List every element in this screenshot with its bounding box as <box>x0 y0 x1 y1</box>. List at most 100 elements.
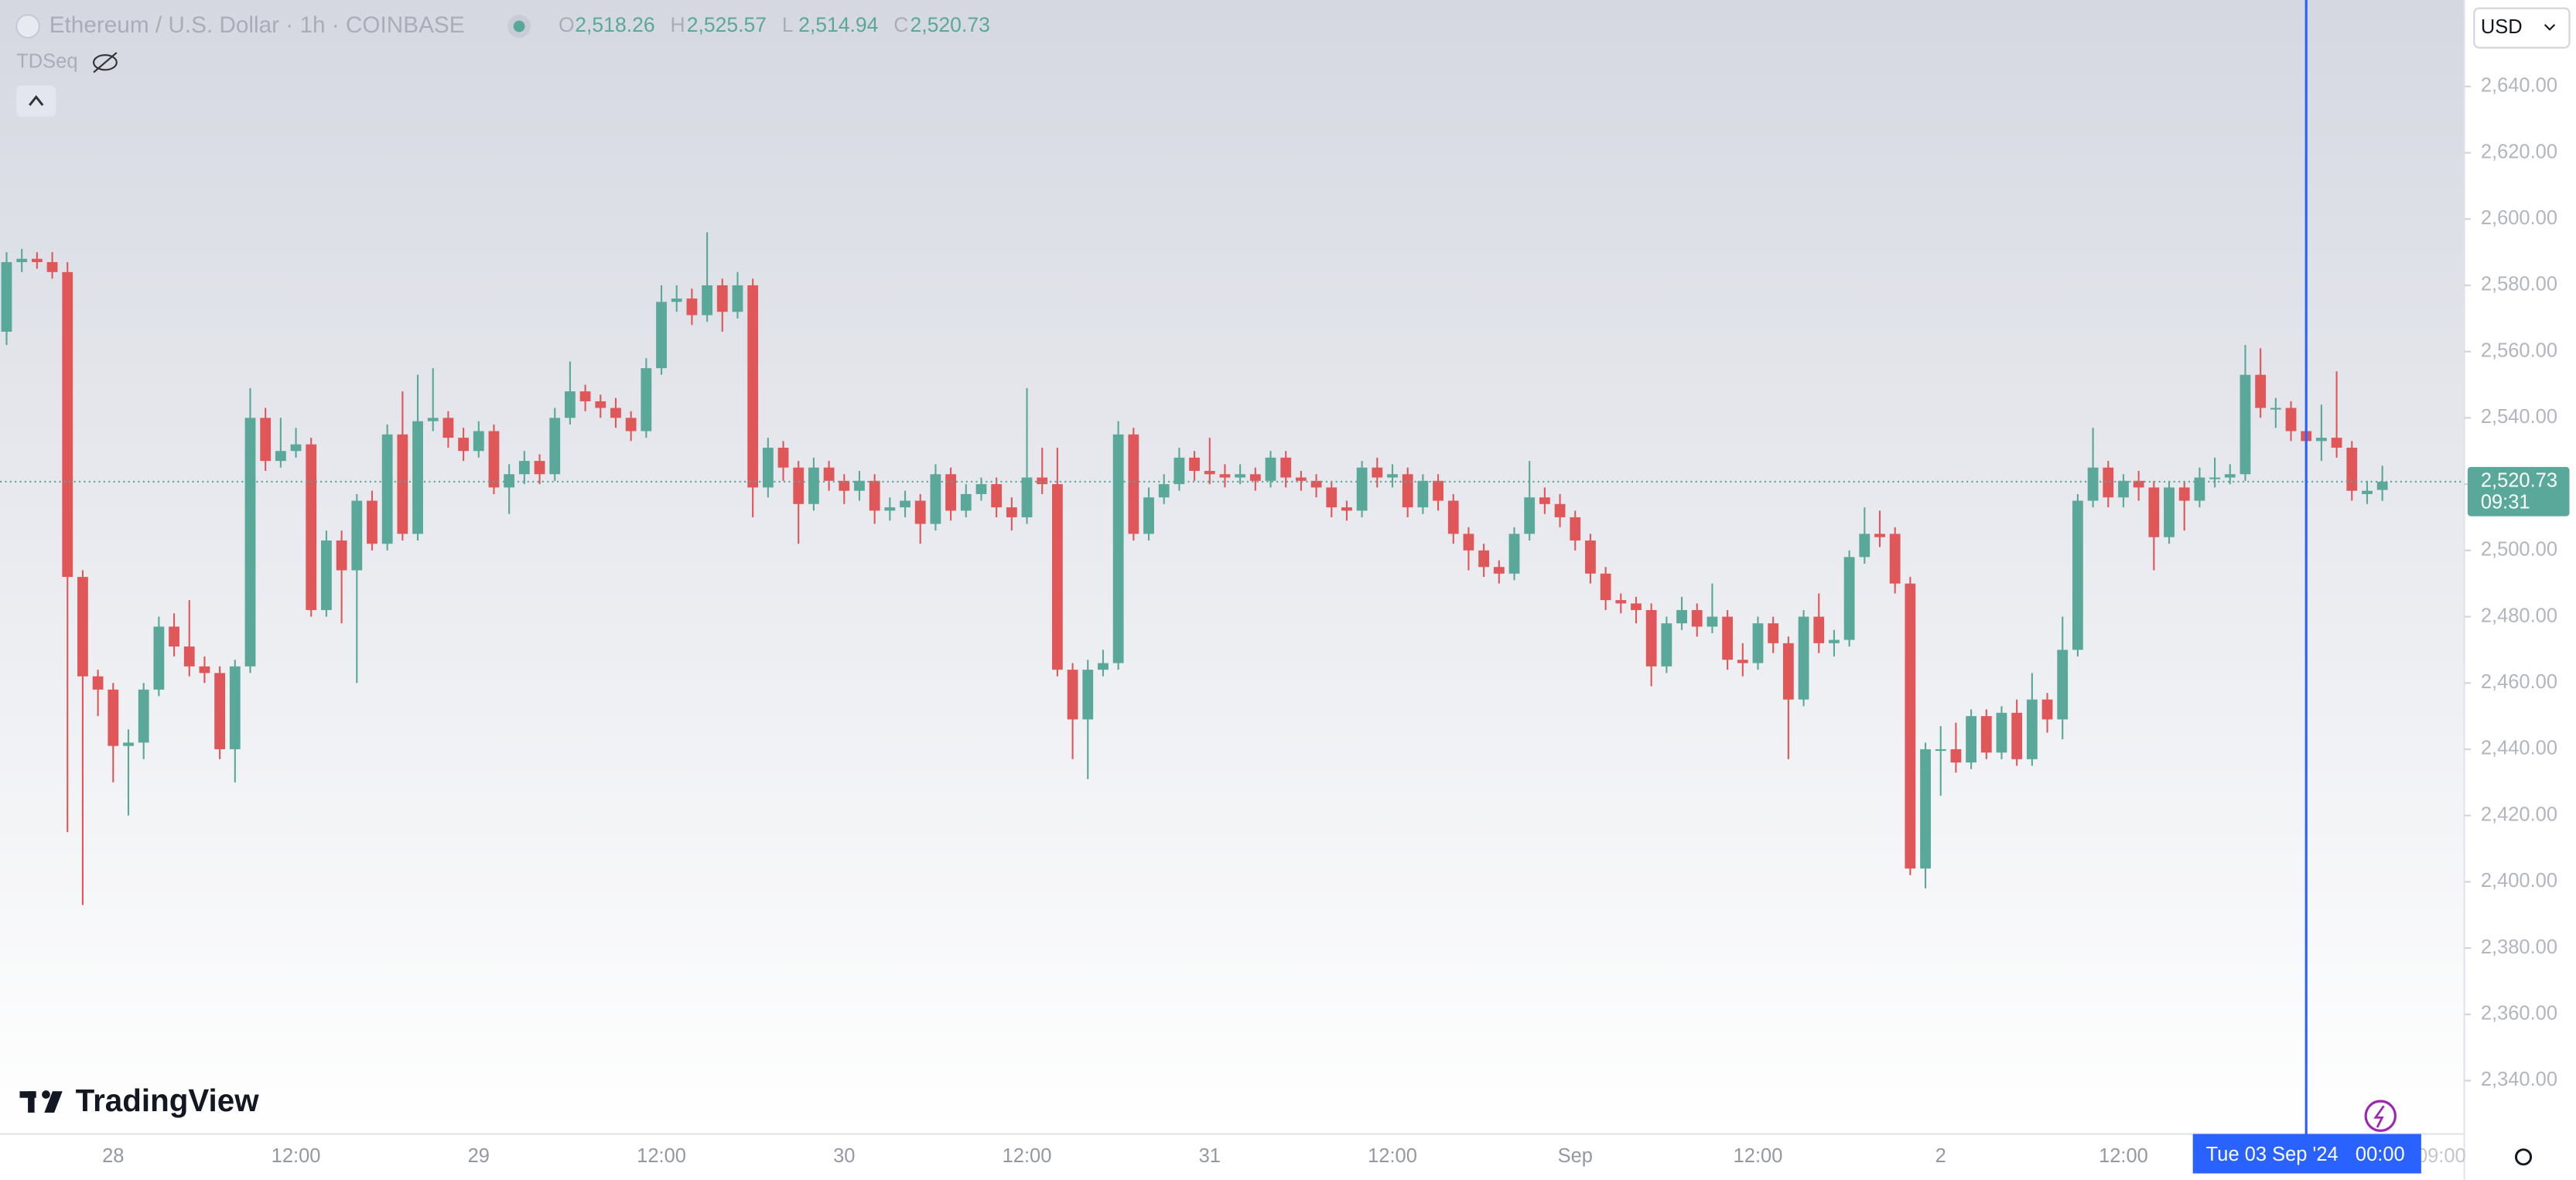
candle-body <box>229 666 241 749</box>
y-tick-label: 2,540.00 <box>2481 406 2557 428</box>
x-tick-label: 31 <box>1199 1145 1221 1167</box>
hide-icon[interactable] <box>92 52 118 73</box>
candle-body <box>1326 487 1338 508</box>
candle-body <box>732 285 743 312</box>
candle-body <box>1889 534 1901 584</box>
candle-body <box>1341 507 1352 511</box>
crosshair-box <box>2192 1134 2421 1174</box>
candle-body <box>2239 374 2251 475</box>
candle-body <box>1935 749 1946 752</box>
candle-body <box>1158 484 1170 498</box>
candle-body <box>1204 470 1215 475</box>
candle-body <box>1966 716 1977 763</box>
x-tick-label: 12:00 <box>1734 1145 1783 1167</box>
candle-body <box>1006 507 1017 517</box>
candle-body <box>1570 517 1581 541</box>
currency-caret <box>2544 24 2556 31</box>
chart-title: Ethereum / U.S. Dollar · 1h · COINBASE <box>50 12 465 38</box>
y-tick-label: 2,340.00 <box>2481 1069 2557 1090</box>
candle-body <box>1661 623 1672 667</box>
candle-body <box>762 447 774 488</box>
candle-body <box>625 418 637 431</box>
candle-body <box>1600 573 1611 601</box>
collapse-button[interactable] <box>16 85 56 117</box>
candle-body <box>1707 616 1718 627</box>
candle-body <box>1310 480 1322 488</box>
candle-body <box>854 480 865 491</box>
candle-body <box>1524 497 1536 534</box>
candle-body <box>1387 474 1398 478</box>
x-tick-label: Sep <box>1558 1145 1593 1167</box>
y-tick-label: 2,380.00 <box>2481 936 2557 958</box>
candle-body <box>367 500 378 544</box>
last-price-box <box>2467 466 2570 517</box>
candle-body <box>1554 503 1566 517</box>
candle-body <box>686 298 698 315</box>
candle-body <box>1782 643 1794 700</box>
candle-body <box>1859 534 1871 558</box>
time-axis <box>0 1134 2465 1180</box>
candle-body <box>2285 408 2297 431</box>
candle-body <box>1768 623 1779 643</box>
candle-body <box>138 689 149 743</box>
candle-body <box>1265 457 1276 481</box>
candle-body <box>2164 487 2175 537</box>
y-tick-label: 2,500.00 <box>2481 539 2557 561</box>
settings-icon[interactable] <box>2514 1148 2533 1166</box>
candle-body <box>1737 660 1748 663</box>
candle-body <box>565 391 576 418</box>
candle-body <box>62 271 73 578</box>
candle-body <box>1356 467 1368 511</box>
candle-body <box>244 418 256 667</box>
candle-body <box>1 261 12 332</box>
candle-body <box>2194 477 2205 501</box>
x-tick-label: 28 <box>102 1145 124 1167</box>
candle-body <box>1447 500 1459 534</box>
candle-body <box>1463 534 1474 551</box>
candle-body <box>336 540 347 571</box>
candle-body <box>2346 447 2358 491</box>
candle-body <box>2057 650 2069 720</box>
candle-body <box>153 626 165 690</box>
brand: TradingView <box>76 1083 260 1118</box>
candle-body <box>1051 484 1063 670</box>
candle-body <box>2072 500 2083 650</box>
candle-body <box>1813 616 1825 643</box>
plot-background <box>0 0 2465 1134</box>
candle-body <box>1128 434 1139 534</box>
candle-body <box>2118 480 2129 498</box>
candle-body <box>823 467 835 481</box>
candle-body <box>31 258 43 262</box>
candle-body <box>442 418 454 438</box>
indicator-name: TDSeq <box>16 50 77 72</box>
last-price: 2,520.73 <box>2481 470 2557 492</box>
candle-body <box>1037 477 1048 485</box>
candle-body <box>960 493 972 511</box>
y-tick-label: 2,600.00 <box>2481 207 2557 229</box>
candle-body <box>2376 481 2388 490</box>
candle-body <box>869 480 880 511</box>
y-tick-label: 2,480.00 <box>2481 605 2557 626</box>
crosshair-date: Tue 03 Sep '24 <box>2206 1144 2339 1165</box>
candle-body <box>1752 623 1764 663</box>
candle-body <box>641 368 652 431</box>
candle-body <box>199 666 210 674</box>
candle-body <box>16 258 28 262</box>
candle-body <box>1219 474 1231 478</box>
x-tick-label: 29 <box>468 1145 490 1167</box>
currency-button[interactable] <box>2473 7 2571 49</box>
ohlc-key: H <box>670 13 685 36</box>
candle-body <box>290 444 302 452</box>
candle-body <box>77 577 88 677</box>
alert-icon[interactable] <box>2364 1100 2397 1132</box>
candle-body <box>1996 712 2007 753</box>
ohlc-key: O <box>559 13 575 36</box>
candle-body <box>1067 670 1078 720</box>
candle-body <box>1905 583 1916 869</box>
candle-body <box>1508 534 1520 574</box>
ohlc-value: 2,518.26 <box>575 13 654 36</box>
candle-body <box>1585 540 1596 574</box>
candle-body <box>275 451 286 462</box>
candle-body <box>1098 663 1109 670</box>
